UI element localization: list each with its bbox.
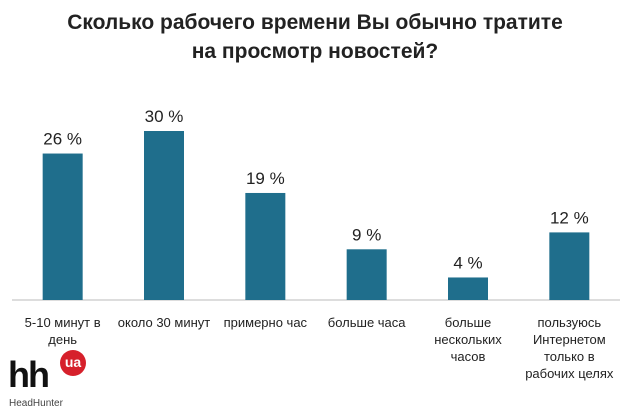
bar xyxy=(549,232,590,300)
bar xyxy=(144,131,184,300)
value-label: 30 % xyxy=(145,107,184,126)
logo-mark: hh xyxy=(8,354,50,395)
chart-title: Сколько рабочего времени Вы обычно трати… xyxy=(67,11,563,63)
logo-badge: ua xyxy=(60,350,86,376)
value-label: 4 % xyxy=(453,253,482,272)
logo-name: HeadHunter xyxy=(9,398,63,409)
bar xyxy=(42,153,83,300)
bar xyxy=(245,192,286,300)
value-label: 9 % xyxy=(352,225,381,244)
x-tick-label: больше часа xyxy=(327,315,406,330)
x-tick-label: больше нескольких часов xyxy=(434,315,502,364)
bar xyxy=(448,277,488,300)
x-tick-label: пользуюсь Интернетом только в рабочих це… xyxy=(525,315,614,381)
x-tick-label: примерно час xyxy=(223,315,308,330)
value-label: 12 % xyxy=(550,208,589,227)
value-label: 26 % xyxy=(43,130,82,149)
bar xyxy=(346,249,387,300)
value-label: 19 % xyxy=(246,169,285,188)
x-tick-label: около 30 минут xyxy=(117,315,211,330)
x-tick-label: 5-10 минут в день xyxy=(24,315,101,347)
